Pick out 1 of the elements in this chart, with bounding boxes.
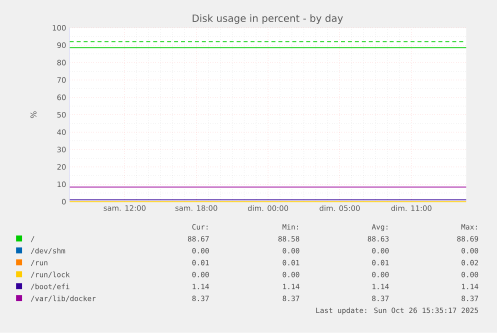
chart-title: Disk usage in percent - by day [192,14,343,24]
